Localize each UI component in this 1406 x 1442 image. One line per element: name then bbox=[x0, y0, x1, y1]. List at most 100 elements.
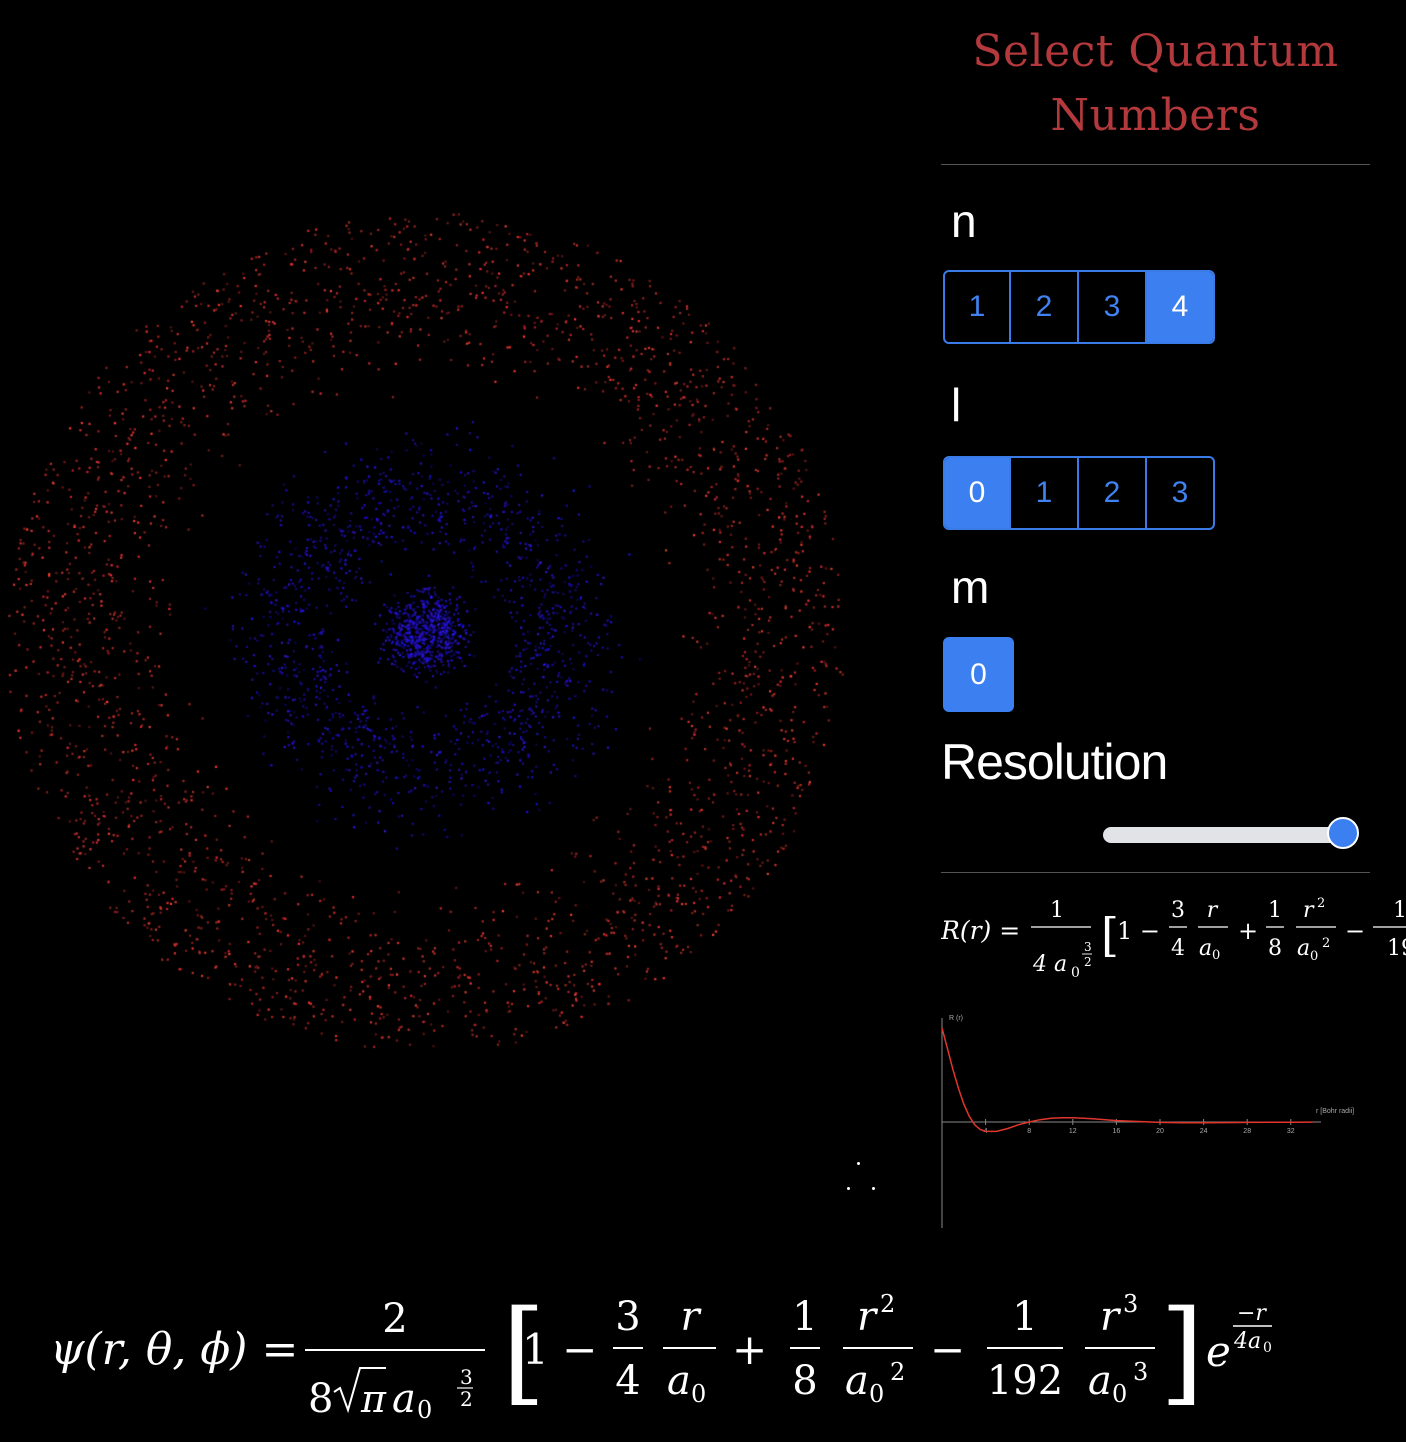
n-option-button[interactable]: 1 bbox=[968, 290, 986, 323]
wave-eq-coef-num: 2 bbox=[382, 1296, 407, 1342]
n-button-group: 1 2 3 4 bbox=[943, 270, 1215, 344]
wave-eq-sub: 0 bbox=[691, 1380, 706, 1408]
plot-y-label: R (r) bbox=[949, 1015, 963, 1022]
panel-title: Select Quantum Numbers bbox=[941, 20, 1370, 148]
wave-eq-sub: 0 bbox=[1112, 1380, 1127, 1408]
radial-eq-plus: + bbox=[1238, 917, 1258, 945]
panel-title-line: Numbers bbox=[1050, 90, 1261, 141]
wave-eq-plus: + bbox=[732, 1325, 767, 1374]
radial-eq-frac: 4 bbox=[1171, 936, 1185, 961]
radial-eq-lhs: R(r) = bbox=[941, 916, 1020, 945]
radial-eq-frac: 1 bbox=[1268, 898, 1282, 923]
plot-x-tick-label: 8 bbox=[1027, 1128, 1031, 1135]
radial-eq-sub: 0 bbox=[1310, 949, 1318, 964]
radial-eq-coef-num: 1 bbox=[1050, 898, 1064, 923]
wave-eq-coef-den-pi: π bbox=[360, 1377, 387, 1421]
m-option-button-selected[interactable]: 0 bbox=[943, 637, 1014, 712]
l-label: l bbox=[951, 379, 962, 431]
radial-eq-one-minus: 1 − bbox=[1117, 917, 1160, 945]
wave-eq-sub: 0 bbox=[869, 1380, 884, 1408]
wave-eq-exp: 2 bbox=[890, 1358, 905, 1386]
wave-eq-frac: 3 bbox=[615, 1294, 640, 1340]
wave-eq-exp-num: −r bbox=[1237, 1301, 1267, 1326]
n-label: n bbox=[951, 195, 977, 247]
wave-eq-exp-base: e bbox=[1206, 1327, 1231, 1376]
n-option-button[interactable]: 3 bbox=[1077, 272, 1145, 342]
plot-x-tick-label: 28 bbox=[1243, 1128, 1251, 1135]
wave-eq-exp: 2 bbox=[880, 1290, 895, 1318]
radial-eq-frac: r bbox=[1303, 898, 1315, 923]
wave-eq-frac: r bbox=[1100, 1294, 1122, 1340]
radial-function-plot: R (r) r [Bohr radii] 4 8 12 16 20 24 28 32 bbox=[941, 1015, 1354, 1228]
wave-eq-exp-den-sub: 0 bbox=[1263, 1340, 1272, 1356]
radial-eq-frac: 8 bbox=[1268, 936, 1282, 961]
l-option-button[interactable]: 3 bbox=[1145, 458, 1213, 528]
radial-eq-coef-den-sub: 0 bbox=[1071, 965, 1080, 981]
n-option-button[interactable]: 2 bbox=[1009, 272, 1077, 342]
l-option-button[interactable]: 2 bbox=[1077, 458, 1145, 528]
wave-eq-frac: r bbox=[857, 1294, 879, 1340]
plot-x-tick-label: 12 bbox=[1069, 1128, 1077, 1135]
radial-eq-coef-den: 4 a bbox=[1032, 952, 1067, 977]
radial-eq-bracket: [ bbox=[1101, 908, 1119, 962]
radial-eq-frac: a bbox=[1297, 936, 1310, 961]
wave-eq-minus: − bbox=[930, 1325, 965, 1374]
wave-eq-frac: 1 bbox=[1012, 1294, 1037, 1340]
plot-x-ticks: 4 8 12 16 20 24 28 32 bbox=[984, 1119, 1295, 1135]
radial-eq-frac: 3 bbox=[1171, 898, 1185, 923]
wave-eq-coef-exp-num: 3 bbox=[460, 1365, 473, 1389]
divider bbox=[941, 872, 1370, 873]
radial-eq-exp: 2 bbox=[1322, 936, 1330, 951]
radial-eq-coef-exp-num: 3 bbox=[1084, 940, 1092, 954]
wave-eq-lhs: ψ(r, θ, ϕ) = bbox=[50, 1324, 298, 1375]
wave-eq-exp: 3 bbox=[1123, 1290, 1138, 1318]
wave-eq-bracket-close: ] bbox=[1160, 1287, 1204, 1417]
wave-eq-frac: a bbox=[1088, 1358, 1112, 1404]
wave-eq-frac: 4 bbox=[615, 1358, 640, 1404]
l-option-button[interactable]: 1 bbox=[1009, 458, 1077, 528]
plot-x-tick-label: 16 bbox=[1113, 1128, 1121, 1135]
radial-eq-frac: 1 bbox=[1393, 898, 1406, 923]
orbital-visualization[interactable] bbox=[0, 0, 920, 1250]
radial-eq-frac: a bbox=[1199, 936, 1212, 961]
plot-x-tick-label: 24 bbox=[1200, 1128, 1208, 1135]
l-option-button-selected[interactable]: 0 bbox=[945, 458, 1009, 528]
radial-eq-minus: − bbox=[1345, 917, 1365, 945]
wave-eq-coef-den-sub: 0 bbox=[417, 1396, 432, 1424]
wave-eq-exp-den: 4a bbox=[1233, 1329, 1261, 1354]
loading-indicator-dot bbox=[847, 1187, 850, 1190]
wave-eq-frac: 1 bbox=[792, 1294, 817, 1340]
radial-eq-exp: 2 bbox=[1317, 896, 1325, 911]
panel-title-line: Select Quantum bbox=[972, 26, 1339, 77]
plot-x-label: r [Bohr radii] bbox=[1316, 1108, 1354, 1115]
wave-eq-coef-den-a: a bbox=[392, 1376, 416, 1422]
wave-function-equation: ψ(r, θ, ϕ) = 2 8 π a 0 3 2 [ 1 − 3 4 r a… bbox=[50, 1287, 1272, 1424]
plot-curve bbox=[941, 1027, 1313, 1133]
m-label: m bbox=[951, 561, 990, 613]
plot-x-tick-label: 20 bbox=[1156, 1128, 1164, 1135]
radial-eq-frac: 19 bbox=[1387, 936, 1406, 961]
radial-eq-coef-exp-den: 2 bbox=[1084, 955, 1092, 969]
wave-eq-frac: a bbox=[845, 1358, 869, 1404]
radial-eq-sub: 0 bbox=[1212, 948, 1220, 963]
wave-eq-coef-exp-den: 2 bbox=[460, 1387, 473, 1411]
wave-eq-frac: 192 bbox=[987, 1358, 1063, 1404]
n-option-button-selected[interactable]: 4 bbox=[1145, 272, 1213, 342]
wave-eq-frac: 8 bbox=[792, 1358, 817, 1404]
loading-indicator-dot bbox=[872, 1187, 875, 1190]
l-button-group: 0 1 2 3 bbox=[943, 456, 1215, 530]
wave-eq-frac: r bbox=[680, 1294, 702, 1340]
wave-eq-frac: a bbox=[667, 1358, 691, 1404]
wave-eq-exp: 3 bbox=[1133, 1358, 1148, 1386]
wave-eq-bracket-open: [ bbox=[502, 1287, 546, 1417]
resolution-slider-thumb[interactable] bbox=[1327, 817, 1359, 849]
plot-x-tick-label: 32 bbox=[1287, 1128, 1295, 1135]
orbital-canvas[interactable] bbox=[0, 0, 920, 1250]
radial-equation: R(r) = 1 4 a 0 3 2 [ 1 − 3 4 r a 0 + 1 8… bbox=[941, 896, 1406, 981]
radial-eq-frac: r bbox=[1207, 898, 1219, 923]
wave-eq-coef-den-8: 8 bbox=[308, 1376, 333, 1422]
divider bbox=[941, 164, 1370, 165]
control-panel: Select Quantum Numbers n 1 2 3 4 l 0 1 2… bbox=[941, 0, 1406, 1250]
resolution-slider-track[interactable] bbox=[1103, 827, 1347, 843]
wave-eq-one-minus: 1 − bbox=[522, 1325, 597, 1374]
